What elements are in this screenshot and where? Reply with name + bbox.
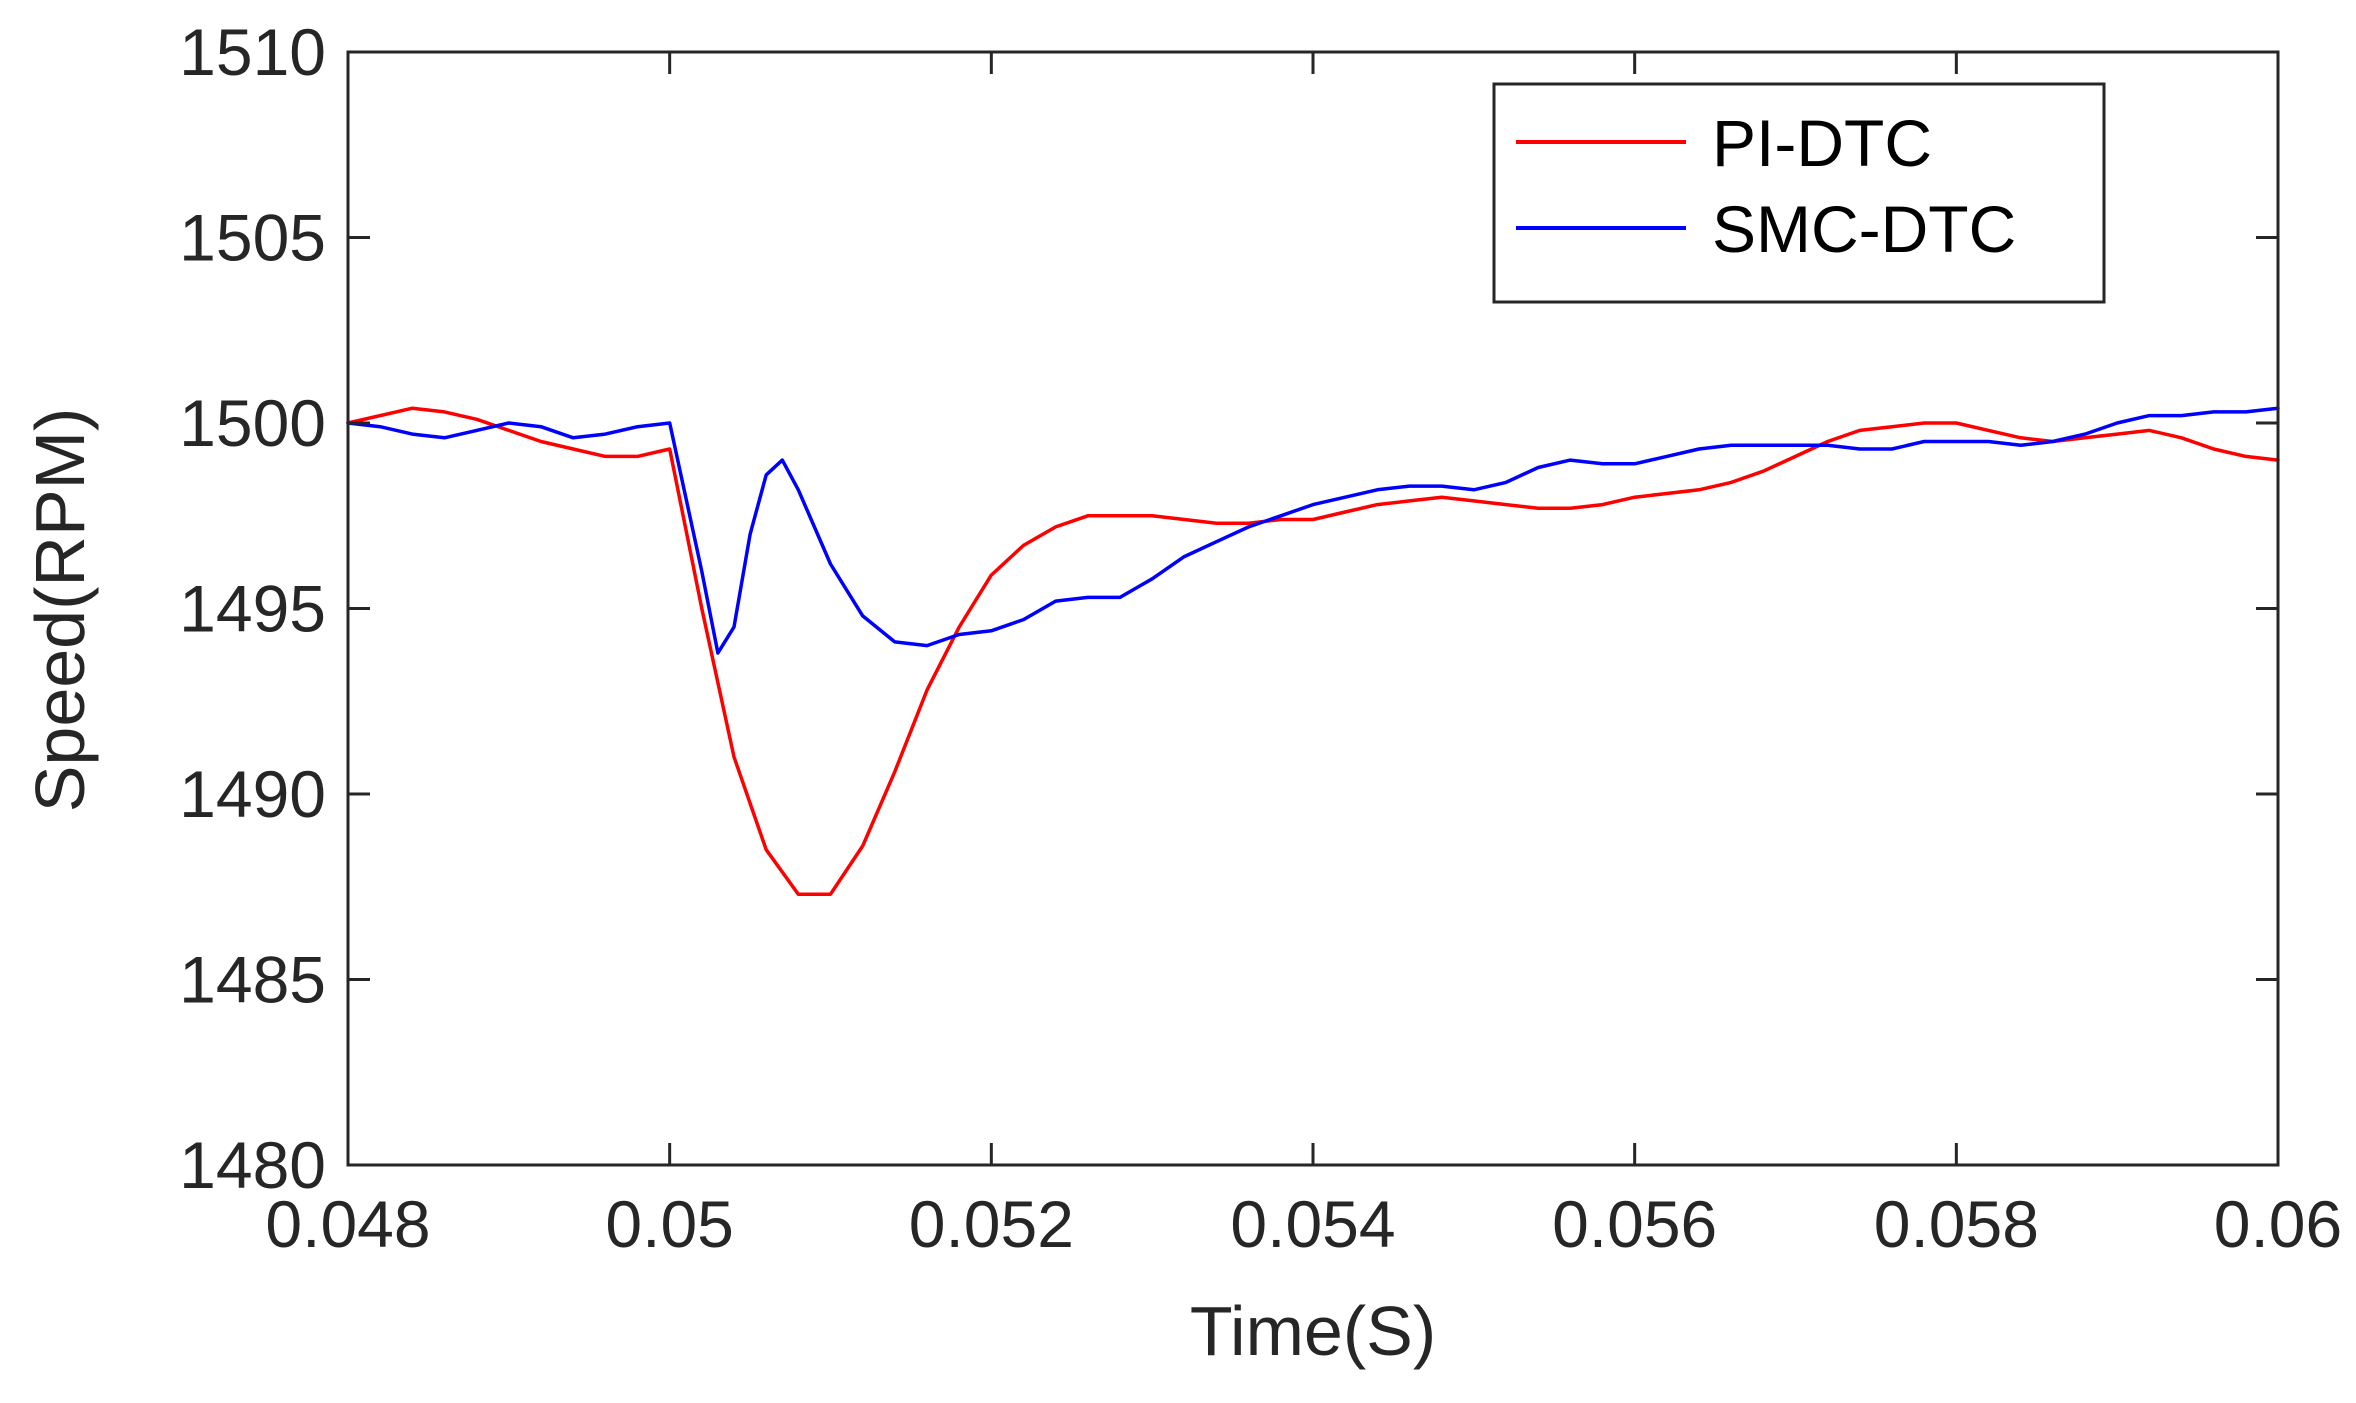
x-axis-title: Time(S) xyxy=(1190,1292,1436,1370)
x-axis-ticks xyxy=(346,52,2280,1165)
legend-label-pi-dtc: PI-DTC xyxy=(1712,106,1932,180)
x-tick-label: 0.06 xyxy=(2214,1187,2342,1261)
y-tick-label: 1485 xyxy=(179,943,326,1017)
legend-box xyxy=(1492,82,2106,304)
x-tick-label: 0.054 xyxy=(1230,1187,1395,1261)
y-tick-label: 1505 xyxy=(179,201,326,275)
legend-label-smc-dtc: SMC-DTC xyxy=(1712,192,2016,266)
series-line-pi-dtc xyxy=(346,406,2280,896)
legend: PI-DTC SMC-DTC xyxy=(1492,82,2106,304)
y-axis-title: Speed(RPM) xyxy=(21,408,99,813)
y-axis-ticks xyxy=(348,50,2278,1167)
y-tick-label: 1495 xyxy=(179,572,326,646)
y-tick-label: 1480 xyxy=(179,1128,326,1202)
x-tick-label: 0.05 xyxy=(605,1187,733,1261)
x-tick-label: 0.058 xyxy=(1874,1187,2039,1261)
series-line-smc-dtc xyxy=(346,406,2280,655)
x-tick-label: 0.048 xyxy=(265,1187,430,1261)
series-layer xyxy=(346,406,2280,896)
x-tick-label: 0.052 xyxy=(909,1187,1074,1261)
y-tick-label: 1500 xyxy=(179,386,326,460)
y-tick-label: 1490 xyxy=(179,757,326,831)
y-axis-tick-labels: 1480 1485 1490 1495 1500 1505 1510 xyxy=(179,15,326,1202)
y-tick-label: 1510 xyxy=(179,15,326,89)
x-tick-label: 0.056 xyxy=(1552,1187,1717,1261)
x-axis-tick-labels: 0.048 0.05 0.052 0.054 0.056 0.058 0.06 xyxy=(265,1187,2342,1261)
